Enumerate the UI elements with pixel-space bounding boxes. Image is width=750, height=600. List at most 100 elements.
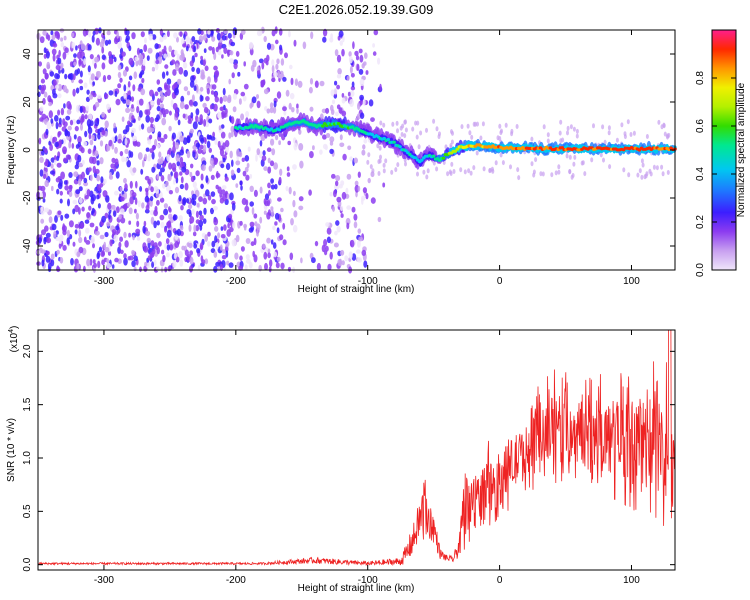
spectrogram-noise-blob — [666, 170, 670, 175]
spectrogram-noise-blob — [179, 101, 185, 109]
spectrogram-noise-blob — [191, 193, 197, 201]
spectrogram-noise-blob — [148, 33, 153, 41]
spectrogram-noise-blob — [49, 144, 53, 151]
spectrogram-noise-blob — [52, 79, 57, 87]
spectrogram-noise-blob — [76, 251, 81, 258]
spectrogram-noise-blob — [106, 103, 111, 110]
spectrogram-noise-blob — [366, 159, 370, 165]
spectrogram-noise-blob — [179, 171, 183, 176]
spectrogram-noise-blob — [575, 128, 579, 134]
spectrogram-noise-blob — [135, 212, 139, 220]
spectrogram-noise-blob — [282, 76, 287, 82]
spectrogram-noise-blob — [131, 104, 134, 109]
spectrogram-noise-blob — [184, 104, 189, 110]
spectrogram-track-core — [431, 154, 436, 158]
spectrogram-noise-blob — [110, 204, 116, 210]
spectrogram-noise-blob — [95, 226, 99, 232]
spectrogram-noise-blob — [106, 258, 110, 264]
spectrogram-track-core — [277, 128, 282, 132]
spectrogram-noise-blob — [192, 231, 197, 237]
spectrogram-noise-blob — [55, 236, 60, 242]
spectrogram-noise-blob — [67, 125, 72, 131]
spectrogram-noise-blob — [229, 192, 234, 201]
spectrogram-noise-blob — [627, 172, 631, 178]
spectrogram-noise-blob — [342, 35, 345, 43]
spectrogram-noise-blob — [359, 94, 364, 101]
spectrogram-noise-blob — [91, 194, 96, 202]
spectrogram-noise-blob — [111, 136, 116, 142]
spectrogram-noise-blob — [77, 136, 82, 144]
spectrogram-noise-blob — [319, 113, 324, 121]
spectrogram-noise-blob — [62, 223, 66, 232]
spectrogram-noise-blob — [246, 258, 251, 264]
spectrogram-noise-blob — [266, 108, 271, 114]
spectrogram-noise-blob — [101, 62, 106, 70]
spectrogram-noise-blob — [358, 48, 363, 54]
spectrogram-y-tick-label: 40 — [22, 48, 33, 60]
spectrogram-noise-blob — [245, 111, 250, 118]
spectrogram-noise-blob — [66, 109, 72, 115]
spectrogram-noise-blob — [426, 168, 430, 174]
spectrogram-noise-blob — [189, 250, 194, 256]
spectrogram-noise-blob — [97, 250, 100, 259]
spectrogram-noise-blob — [166, 252, 170, 258]
spectrogram-noise-blob — [56, 188, 60, 195]
spectrogram-noise-blob — [234, 252, 239, 260]
spectrogram-noise-blob — [159, 214, 165, 221]
spectrogram-noise-blob — [269, 259, 273, 267]
spectrogram-noise-blob — [241, 157, 245, 162]
spectrogram-noise-blob — [333, 242, 339, 248]
spectrogram-noise-blob — [133, 71, 138, 79]
spectrogram-noise-blob — [93, 262, 97, 268]
spectrogram-noise-blob — [87, 167, 92, 172]
spectrogram-noise-blob — [119, 208, 125, 215]
spectrogram-noise-blob — [199, 242, 204, 251]
spectrogram-noise-blob — [166, 53, 171, 58]
spectrogram-noise-blob — [236, 167, 241, 174]
spectrogram-noise-blob — [198, 35, 204, 43]
spectrogram-track-core — [370, 132, 375, 137]
spectrogram-noise-blob — [515, 124, 519, 129]
spectrogram-noise-blob — [354, 180, 359, 186]
spectrogram-noise-blob — [172, 167, 177, 172]
spectrogram-noise-blob — [163, 133, 168, 140]
spectrogram-noise-blob — [208, 46, 213, 51]
spectrogram-noise-blob — [559, 119, 563, 125]
spectrogram-noise-blob — [60, 107, 65, 116]
spectrogram-noise-blob — [65, 154, 71, 160]
spectrogram-noise-blob — [323, 239, 328, 247]
spectrogram-noise-blob — [267, 166, 272, 174]
spectrogram-noise-blob — [623, 134, 627, 140]
spectrogram-noise-blob — [350, 73, 355, 78]
spectrogram-noise-blob — [87, 44, 92, 51]
spectrogram-noise-blob — [195, 108, 200, 116]
spectrogram-noise-blob — [382, 182, 386, 188]
spectrogram-noise-blob — [326, 227, 332, 235]
spectrogram-noise-blob — [79, 85, 84, 91]
spectrogram-noise-blob — [271, 77, 276, 83]
spectrogram-noise-blob — [271, 59, 275, 67]
spectrogram-noise-blob — [213, 265, 218, 273]
spectrogram-noise-blob — [249, 185, 254, 192]
spectrogram-noise-blob — [160, 221, 165, 229]
spectrogram-noise-blob — [263, 251, 268, 260]
spectrogram-noise-blob — [139, 98, 144, 106]
spectrogram-noise-blob — [210, 191, 216, 197]
spectrogram-noise-blob — [244, 166, 249, 173]
spectrogram-noise-blob — [232, 27, 238, 36]
spectrogram-noise-blob — [231, 239, 237, 247]
spectrogram-noise-blob — [89, 222, 95, 228]
snr-x-tick-label: -300 — [94, 575, 114, 586]
colorbar-tick-label: 0.2 — [695, 215, 706, 229]
spectrogram-noise-blob — [173, 49, 178, 56]
spectrogram-noise-blob — [266, 54, 270, 62]
spectrogram-noise-blob — [168, 125, 172, 132]
spectrogram-noise-blob — [260, 134, 266, 141]
spectrogram-noise-blob — [193, 101, 198, 107]
spectrogram-noise-blob — [382, 122, 386, 128]
spectrogram-noise-blob — [141, 77, 145, 84]
spectrogram-noise-blob — [293, 190, 296, 196]
spectrogram-noise-blob — [195, 115, 199, 123]
svg-text:(x104): (x104) — [8, 326, 20, 353]
spectrogram-noise-blob — [94, 56, 99, 63]
